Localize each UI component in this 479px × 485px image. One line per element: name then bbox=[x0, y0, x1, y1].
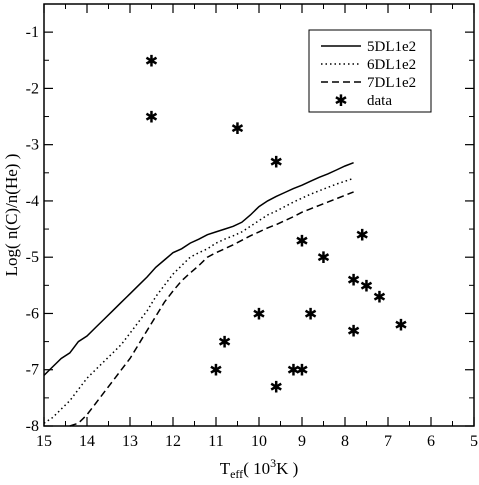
y-axis: -8 -7 -6 -5 -4 -3 -2 -1 bbox=[26, 3, 474, 435]
series-line-5DL1e2 bbox=[43, 161, 354, 376]
x-tick-label: 13 bbox=[122, 433, 138, 450]
data-point: ✱ bbox=[231, 119, 244, 138]
legend-label: data bbox=[367, 93, 392, 109]
legend: 5DL1e2 6DL1e2 7DL1e2 ✱ data bbox=[308, 29, 432, 113]
y-tick-label: -8 bbox=[26, 418, 39, 435]
x-axis-title-unit-prefix: ( 10 bbox=[243, 459, 270, 478]
data-point: ✱ bbox=[145, 51, 158, 70]
x-tick-label: 14 bbox=[79, 433, 95, 450]
x-tick-label: 6 bbox=[427, 433, 435, 450]
x-tick-label: 11 bbox=[208, 433, 223, 450]
x-tick-label: 8 bbox=[341, 433, 349, 450]
x-tick-label: 15 bbox=[36, 433, 52, 450]
y-tick-label: -2 bbox=[26, 80, 39, 97]
x-axis-title-unit-suffix: K ) bbox=[276, 459, 298, 478]
data-point: ✱ bbox=[295, 231, 308, 250]
data-point: ✱ bbox=[317, 248, 330, 267]
legend-box bbox=[308, 29, 432, 113]
y-tick-label: -4 bbox=[26, 193, 39, 210]
legend-marker: ✱ bbox=[334, 91, 347, 110]
y-tick-label: -6 bbox=[26, 305, 39, 322]
data-point: ✱ bbox=[394, 316, 407, 335]
series-line-6DL1e2 bbox=[43, 177, 354, 424]
plot-lines bbox=[43, 161, 354, 427]
x-tick-label: 7 bbox=[384, 433, 392, 450]
data-point: ✱ bbox=[304, 304, 317, 323]
x-tick-label: 10 bbox=[251, 433, 267, 450]
x-axis-title-subscript: eff bbox=[230, 467, 243, 481]
data-point: ✱ bbox=[373, 288, 386, 307]
data-point: ✱ bbox=[209, 361, 222, 380]
x-tick-label: 12 bbox=[165, 433, 181, 450]
data-point: ✱ bbox=[287, 361, 300, 380]
x-axis-title-main: T bbox=[220, 459, 231, 478]
x-axis-title-superscript: 3 bbox=[270, 456, 276, 470]
series-line-7DL1e2 bbox=[69, 191, 354, 427]
y-tick-label: -5 bbox=[26, 249, 39, 266]
data-point: ✱ bbox=[360, 276, 373, 295]
x-tick-label: 5 bbox=[470, 433, 478, 450]
y-tick-label: -3 bbox=[26, 137, 39, 154]
legend-label: 6DL1e2 bbox=[367, 57, 416, 73]
y-tick-label: -7 bbox=[26, 362, 39, 379]
y-axis-title: Log( n(C)/n(He) ) bbox=[2, 154, 21, 277]
data-point: ✱ bbox=[269, 378, 282, 397]
data-point: ✱ bbox=[145, 108, 158, 127]
data-point: ✱ bbox=[355, 226, 368, 245]
data-point: ✱ bbox=[347, 271, 360, 290]
data-point: ✱ bbox=[218, 333, 231, 352]
data-point: ✱ bbox=[295, 361, 308, 380]
data-points: ✱✱✱✱✱✱✱✱ ✱✱✱ ✱✱✱✱✱ ✱✱✱ bbox=[145, 51, 408, 396]
legend-label: 5DL1e2 bbox=[367, 39, 416, 55]
data-point: ✱ bbox=[347, 321, 360, 340]
y-tick-label: -1 bbox=[26, 24, 39, 41]
data-point: ✱ bbox=[269, 153, 282, 172]
x-tick-label: 9 bbox=[298, 433, 306, 450]
x-axis: 15 14 13 12 11 10 9 8 7 6 5 bbox=[36, 4, 478, 450]
x-axis-title: Teff( 103K ) bbox=[220, 456, 299, 481]
data-point: ✱ bbox=[252, 304, 265, 323]
legend-label: 7DL1e2 bbox=[367, 75, 416, 91]
